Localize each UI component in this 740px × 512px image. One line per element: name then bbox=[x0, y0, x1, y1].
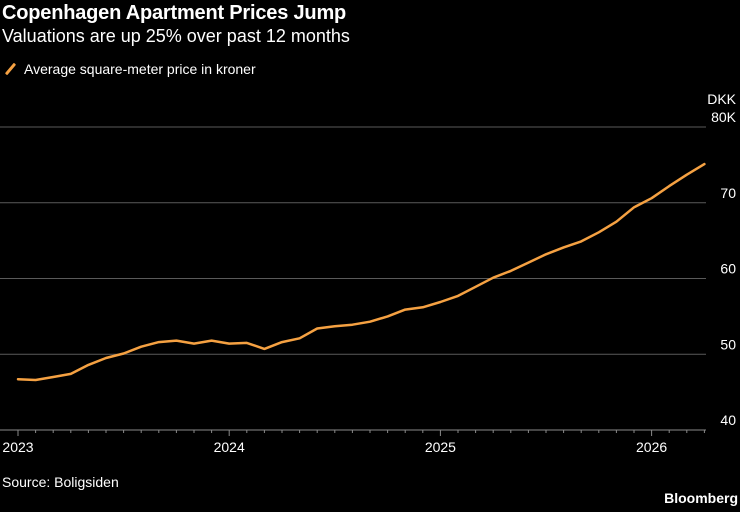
y-tick-label-40: 40 bbox=[720, 412, 736, 428]
y-unit-label: DKK bbox=[707, 91, 736, 107]
x-tick-label-2024: 2024 bbox=[214, 439, 245, 455]
y-tick-label-70: 70 bbox=[720, 185, 736, 201]
chart-title: Copenhagen Apartment Prices Jump bbox=[2, 2, 347, 24]
y-tick-label-80: 80K bbox=[711, 109, 737, 125]
series-line-price bbox=[16, 162, 706, 382]
source-note: Source: Boligsiden bbox=[2, 474, 119, 490]
bloomberg-logo: Bloomberg bbox=[664, 490, 738, 506]
x-tick-label-2023: 2023 bbox=[2, 439, 33, 455]
x-tick-label-2025: 2025 bbox=[425, 439, 456, 455]
y-tick-label-50: 50 bbox=[720, 336, 736, 352]
legend: Average square-meter price in kroner bbox=[2, 61, 256, 77]
legend-label: Average square-meter price in kroner bbox=[24, 61, 256, 77]
x-tick-label-2026: 2026 bbox=[636, 439, 667, 455]
chart-subtitle: Valuations are up 25% over past 12 month… bbox=[2, 26, 350, 46]
y-tick-label-60: 60 bbox=[720, 261, 736, 277]
